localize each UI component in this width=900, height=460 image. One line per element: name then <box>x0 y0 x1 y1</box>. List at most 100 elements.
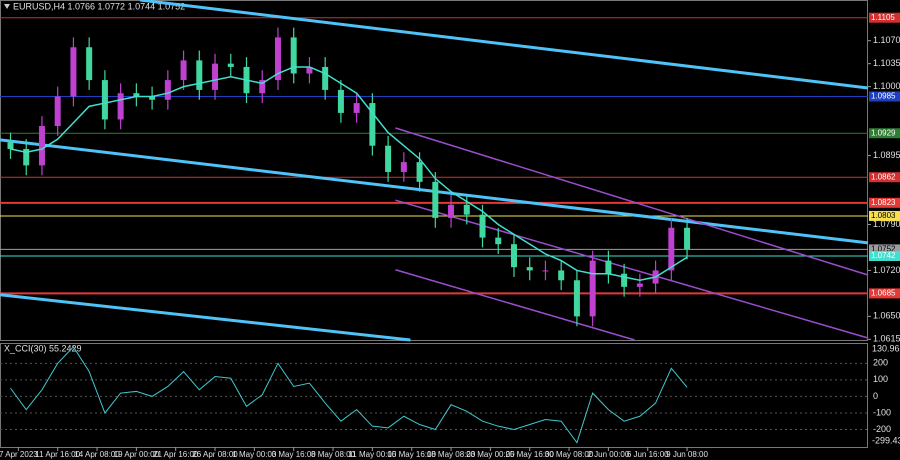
candle-body <box>23 148 30 166</box>
level-label-box <box>869 244 900 255</box>
level-label-box <box>869 91 900 102</box>
candle-body <box>7 142 14 149</box>
candle-body <box>400 162 407 172</box>
level-label-box <box>869 250 900 261</box>
level-label-box <box>869 197 900 208</box>
candle-body <box>668 227 675 271</box>
candle-body <box>369 103 376 146</box>
x-tick-label: 7 Apr 2023 <box>0 450 38 459</box>
candle-body <box>385 145 392 172</box>
x-tick-label: 14 Apr 08:00 <box>74 450 120 459</box>
candle-body <box>416 162 423 182</box>
cci-line <box>10 345 688 444</box>
y-tick-label: 1.0895 <box>873 150 900 160</box>
candle-body <box>636 283 643 287</box>
candle-body <box>605 260 612 274</box>
candle-body <box>212 63 219 90</box>
level-label: 1.0752 <box>871 245 896 254</box>
x-tick-label: 19 Apr 00:00 <box>114 450 160 459</box>
candle-body <box>133 93 140 97</box>
trendline <box>139 0 869 90</box>
y-tick-label: 1.0790 <box>873 219 900 229</box>
y-tick-label: -100 <box>873 407 891 417</box>
x-tick-label: 25 May 16:00 <box>505 450 554 459</box>
y-tick-label: 0 <box>873 391 878 401</box>
x-tick-label: 2 Jun 00:00 <box>587 450 629 459</box>
chart-title: EURUSD,H4 1.0766 1.0772 1.0744 1.0752 <box>13 1 185 11</box>
candle-body <box>70 47 77 97</box>
candle-body <box>101 80 108 120</box>
x-tick-label: 11 Apr 16:00 <box>35 450 80 459</box>
y-tick-label: 1.1035 <box>873 58 900 68</box>
candle-body <box>164 80 171 100</box>
candle-body <box>463 204 470 215</box>
candle-body <box>86 47 93 81</box>
candle-body <box>38 126 45 166</box>
candle-body <box>196 60 203 90</box>
y-tick-label: 1.0615 <box>873 334 900 344</box>
level-label: 1.0929 <box>871 128 896 137</box>
cci-frame <box>0 343 868 448</box>
candle-body <box>337 89 344 113</box>
level-label-box <box>869 128 900 139</box>
candle-body <box>149 96 156 100</box>
candle-body <box>180 60 187 81</box>
candle-body <box>227 63 234 67</box>
candle-body <box>290 37 297 74</box>
candle-body <box>117 93 124 120</box>
x-tick-label: 8 May 08:00 <box>311 450 356 459</box>
x-tick-label: 3 May 16:00 <box>272 450 317 459</box>
candle-body <box>589 260 596 317</box>
level-label-box <box>869 172 900 183</box>
level-label: 1.0685 <box>871 289 896 298</box>
candle-body <box>684 227 691 250</box>
x-tick-label: 9 Jun 08:00 <box>666 450 708 459</box>
y-tick-label: 1.1070 <box>873 35 900 45</box>
x-tick-label: 11 May 00:00 <box>348 450 396 459</box>
level-label: 1.0985 <box>871 92 896 101</box>
x-tick-label: 6 Jun 16:00 <box>627 450 669 459</box>
level-label: 1.1105 <box>871 13 895 22</box>
trendline <box>395 127 869 276</box>
candle-body <box>573 280 580 317</box>
y-tick-label: 1.1000 <box>873 81 900 91</box>
candle-body <box>448 204 455 218</box>
candle-body <box>558 270 565 281</box>
candle-body <box>353 103 360 113</box>
menu-arrow[interactable] <box>4 4 10 9</box>
level-label-box <box>869 288 900 299</box>
candle-body <box>432 181 439 218</box>
y-tick-label: 200 <box>873 358 888 368</box>
candle-body <box>322 66 329 90</box>
candle-body <box>306 66 313 74</box>
candle-body <box>495 237 502 245</box>
candle-body <box>259 80 266 94</box>
trendline <box>395 269 635 341</box>
candle-body <box>274 37 281 81</box>
candle-body <box>510 244 517 268</box>
y-tick-label: 100 <box>873 374 888 384</box>
cci-max-label: 130.9626 <box>872 343 900 353</box>
y-tick-label: 1.0720 <box>873 265 900 275</box>
candle-body <box>542 270 549 272</box>
level-label: 1.0742 <box>871 251 896 260</box>
level-label: 1.0862 <box>871 172 896 181</box>
level-label-box <box>869 12 900 23</box>
x-tick-label: 15 May 16:00 <box>387 450 436 459</box>
x-tick-label: 26 Apr 08:00 <box>192 450 238 459</box>
x-tick-label: 1 May 00:00 <box>232 450 277 459</box>
x-tick-label: 30 May 08:00 <box>545 450 594 459</box>
trendline <box>395 199 869 339</box>
level-label: 1.0803 <box>871 211 896 220</box>
y-tick-label: -200 <box>873 424 891 434</box>
x-tick-label: 23 May 00:00 <box>466 450 515 459</box>
candle-body <box>479 214 486 238</box>
y-tick-label: 1.0650 <box>873 311 900 321</box>
x-tick-label: 18 May 08:00 <box>427 450 476 459</box>
level-label-box <box>869 210 900 221</box>
candle-body <box>526 267 533 271</box>
level-label: 1.0823 <box>871 198 896 207</box>
cci-min-label: -299.4327 <box>872 435 900 445</box>
candle-body <box>54 96 61 127</box>
main-frame <box>0 0 868 341</box>
